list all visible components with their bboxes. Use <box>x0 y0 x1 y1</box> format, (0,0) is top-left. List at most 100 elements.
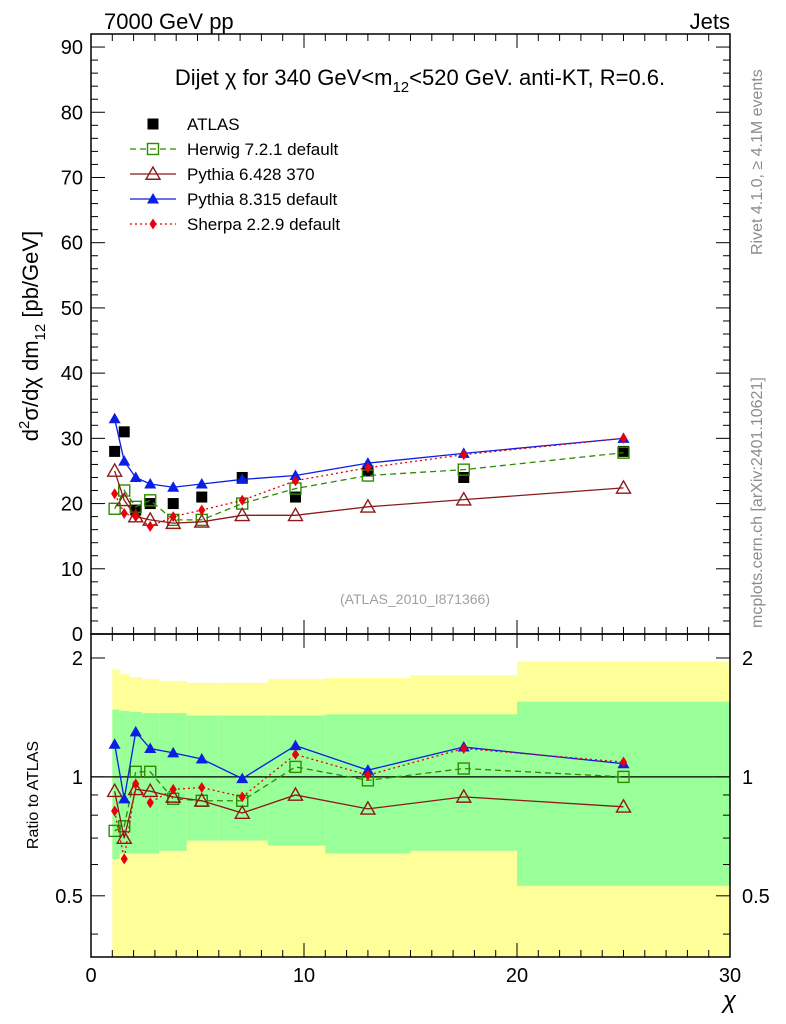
x-axis-label: χ <box>721 987 737 1014</box>
point-herwig-7-2-1-default <box>457 463 470 476</box>
ratio-band-green <box>325 714 411 854</box>
series-line-sherpa-2-2-9-default <box>114 437 624 528</box>
ratio-point-sherpa-2-2-9-default <box>198 782 206 794</box>
point-herwig-7-2-1-default <box>108 502 121 515</box>
point-atlas <box>167 498 179 510</box>
ratio-point-pythia-6-428-370 <box>142 782 159 798</box>
ratio-plot-panel: 0.5 0.51 12 20 10 20 30 <box>55 633 770 987</box>
point-pythia-6-428-370 <box>116 491 133 507</box>
ratio-band-green <box>267 715 326 846</box>
point-atlas <box>144 498 156 510</box>
y-tick-label: 60 <box>61 233 83 255</box>
point-pythia-8-315-default <box>167 481 180 492</box>
ratio-y-tick-label: 1 <box>72 767 83 789</box>
ratio-point-pythia-6-428-370 <box>359 800 377 815</box>
ratio-point-pythia-6-428-370 <box>106 782 123 798</box>
main-plot-panel: 0 10 20 30 40 50 60 70 80 90 Dijet χ for 340 GeV<… <box>61 33 731 646</box>
ratio-point-pythia-8-315-default <box>129 725 142 737</box>
ratio-point-herwig-7-2-1-default <box>457 762 470 775</box>
y-tick-label: 80 <box>61 102 83 124</box>
y-tick-label: 40 <box>61 363 83 385</box>
ratio-y-axis-label: Ratio to ATLAS <box>25 741 42 849</box>
watermark: (ATLAS_2010_I871366) <box>340 591 490 607</box>
point-sherpa-2-2-9-default <box>132 511 140 523</box>
point-sherpa-2-2-9-default <box>120 507 128 519</box>
point-atlas <box>196 491 208 503</box>
y-tick-label: 0 <box>72 624 83 646</box>
legend-marker-herwig-7-2-1-default <box>146 142 160 156</box>
point-pythia-6-428-370 <box>106 462 123 477</box>
y-tick-label: 90 <box>61 37 83 59</box>
point-sherpa-2-2-9-default <box>146 520 154 532</box>
point-pythia-8-315-default <box>129 471 142 482</box>
ratio-point-pythia-8-315-default <box>144 742 157 753</box>
ratio-band-green <box>119 710 130 854</box>
header-right: Jets <box>690 9 730 34</box>
ratio-point-herwig-7-2-1-default <box>144 765 157 779</box>
y-tick-label: 50 <box>61 298 83 320</box>
ratio-point-sherpa-2-2-9-default <box>364 769 372 781</box>
ratio-y-tick-label: 0.5 <box>55 886 83 908</box>
ratio-point-pythia-6-428-370 <box>287 786 304 801</box>
point-pythia-6-428-370 <box>287 506 304 522</box>
ratio-point-herwig-7-2-1-default <box>129 765 142 779</box>
point-sherpa-2-2-9-default <box>460 449 468 461</box>
y-tick-label: 20 <box>61 494 83 516</box>
ratio-point-pythia-6-428-370 <box>165 788 182 803</box>
ratio-band-green <box>142 713 160 854</box>
point-pythia-8-315-default <box>195 478 208 489</box>
ratio-band-green <box>410 714 517 851</box>
x-tick-label: 30 <box>719 965 741 987</box>
ratio-point-sherpa-2-2-9-default <box>619 756 628 768</box>
point-herwig-7-2-1-default <box>118 484 131 497</box>
ratio-band-green <box>112 709 120 859</box>
legend-label-pythia-6-428-370: Pythia 6.428 370 <box>187 165 315 184</box>
point-atlas <box>109 445 121 457</box>
ratio-point-sherpa-2-2-9-default <box>460 742 468 754</box>
ratio-line-pythia-6-428-370 <box>114 788 624 839</box>
ratio-point-herwig-7-2-1-default <box>617 770 630 784</box>
point-herwig-7-2-1-default <box>144 494 157 507</box>
ratio-point-sherpa-2-2-9-default <box>120 853 128 865</box>
legend-marker-pythia-6-428-370 <box>144 165 162 180</box>
ratio-band-green <box>186 715 219 841</box>
legend-marker-atlas <box>147 118 159 130</box>
point-pythia-6-428-370 <box>193 513 210 528</box>
legend-marker-pythia-8-315-default <box>147 193 159 204</box>
ratio-point-sherpa-2-2-9-default <box>291 748 300 760</box>
point-sherpa-2-2-9-default <box>291 475 300 487</box>
point-atlas <box>458 471 470 483</box>
point-atlas <box>289 491 301 503</box>
ratio-y-tick-label: 2 <box>72 648 83 670</box>
legend-label-pythia-8-315-default: Pythia 8.315 default <box>187 190 338 209</box>
ratio-point-pythia-8-315-default <box>361 764 374 775</box>
point-pythia-8-315-default <box>236 473 249 484</box>
y-axis-label: d2σ/dχ dm12 [pb/GeV] <box>16 231 49 441</box>
point-pythia-8-315-default <box>118 455 131 466</box>
plot-title: Dijet χ for 340 GeV<m12<520 GeV. anti-KT… <box>175 65 665 96</box>
ratio-point-sherpa-2-2-9-default <box>146 797 154 809</box>
series-line-pythia-8-315-default <box>114 418 624 488</box>
ratio-point-sherpa-2-2-9-default <box>169 783 177 795</box>
ratio-point-pythia-8-315-default <box>289 739 302 751</box>
ratio-point-pythia-6-428-370 <box>234 804 251 819</box>
ratio-y-tick-label-right: 1 <box>742 767 753 789</box>
point-pythia-6-428-370 <box>359 498 377 513</box>
point-sherpa-2-2-9-default <box>364 462 372 474</box>
ratio-point-pythia-8-315-default <box>108 738 121 749</box>
point-pythia-6-428-370 <box>455 491 472 506</box>
x-tick-label: 20 <box>506 965 528 987</box>
y-tick-label: 10 <box>61 559 83 581</box>
ratio-point-sherpa-2-2-9-default <box>111 805 119 817</box>
ratio-band-green <box>159 713 187 851</box>
point-herwig-7-2-1-default <box>617 446 630 459</box>
legend: ATLAS Herwig 7.2.1 default Pythia 6.428 37… <box>130 115 340 234</box>
ratio-point-sherpa-2-2-9-default <box>238 791 246 803</box>
point-atlas <box>618 445 629 457</box>
point-sherpa-2-2-9-default <box>198 504 206 516</box>
ratio-point-herwig-7-2-1-default <box>108 824 121 838</box>
point-atlas <box>118 426 130 438</box>
x-tick-label: 0 <box>85 965 96 987</box>
point-sherpa-2-2-9-default <box>169 511 177 523</box>
